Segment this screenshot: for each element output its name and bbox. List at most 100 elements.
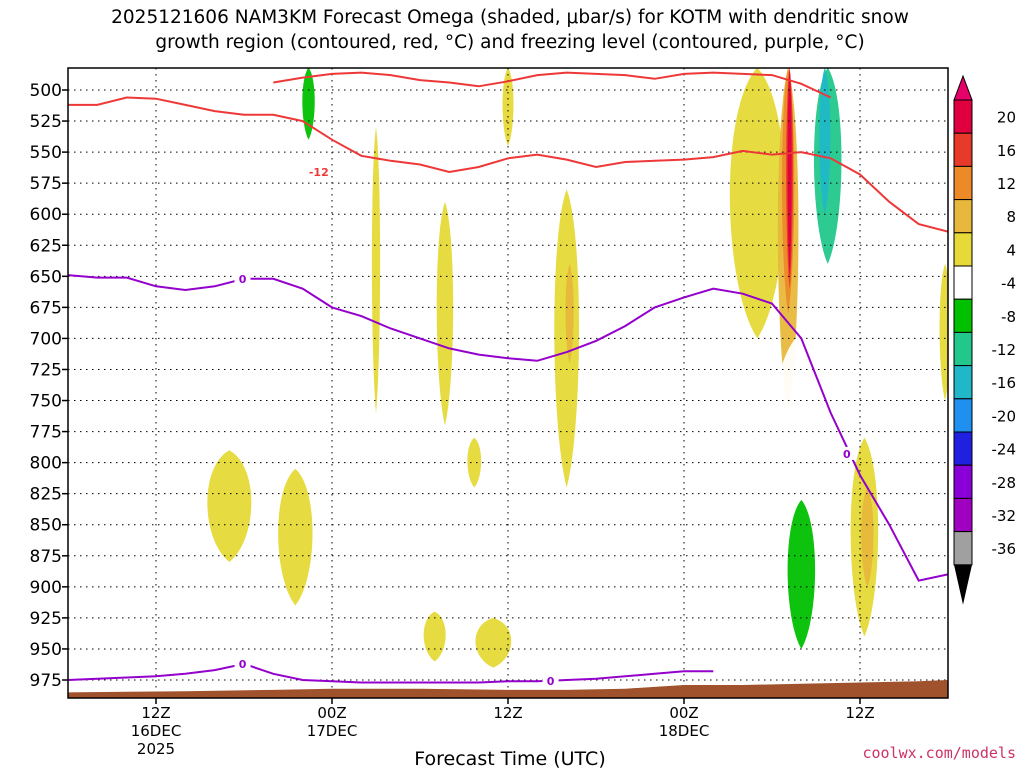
omega-blob-2 bbox=[371, 127, 381, 413]
y-tick-label-850: 850 bbox=[30, 516, 62, 536]
plot-area: -12 0 0 0 0 bbox=[68, 68, 948, 698]
colorbar-swatch-10 bbox=[953, 431, 973, 466]
chart-title: 2025121606 NAM3KM Forecast Omega (shaded… bbox=[111, 7, 909, 53]
x-axis-label: Forecast Time (UTC) bbox=[414, 748, 605, 768]
y-tick-label-525: 525 bbox=[30, 112, 62, 132]
colorbar-label-7: -12 bbox=[992, 341, 1017, 359]
colorbar-label-4: 4 bbox=[1006, 241, 1016, 259]
colorbar-swatch-2 bbox=[953, 165, 973, 201]
x-tick-label-12-2: 2025 bbox=[137, 740, 175, 758]
y-tick-label-500: 500 bbox=[30, 81, 62, 101]
y-tick-label-875: 875 bbox=[30, 547, 62, 567]
y-tick-label-650: 650 bbox=[30, 267, 62, 287]
colorbar: 20 16 12 8 4 -4 -8 -12 -16 -20 -24 -28 -32 -36 bbox=[953, 74, 1017, 605]
omega-blob-9 bbox=[278, 468, 313, 606]
freezing-level-lower bbox=[68, 662, 714, 684]
colorbar-swatch-11 bbox=[953, 464, 973, 499]
omega-blob-6 bbox=[565, 263, 574, 364]
y-tick-label-575: 575 bbox=[30, 174, 62, 194]
x-tick-label-36-0: 12Z bbox=[493, 704, 522, 722]
colorbar-swatch-6 bbox=[953, 298, 973, 333]
y-tick-label-775: 775 bbox=[30, 423, 62, 443]
surface-terrain bbox=[68, 680, 948, 698]
omega-blob-22 bbox=[876, 68, 894, 264]
contours: -12 0 0 0 0 bbox=[68, 71, 948, 688]
dgz-contour-lower bbox=[68, 96, 948, 233]
colorbar-label-12: -32 bbox=[992, 507, 1017, 525]
credit-text: coolwx.com/models bbox=[862, 744, 1016, 762]
colorbar-swatch-4 bbox=[953, 232, 973, 267]
omega-blob-8 bbox=[207, 450, 252, 562]
y-tick-label-800: 800 bbox=[30, 454, 62, 474]
colorbar-label-0: 20 bbox=[997, 109, 1016, 127]
omega-blob-28 bbox=[935, 350, 940, 395]
contour-label-0: -12 bbox=[309, 166, 329, 179]
x-tick-label-24-1: 17DEC bbox=[307, 722, 358, 740]
contour-label-3: 0 bbox=[547, 675, 555, 688]
colorbar-swatch-7 bbox=[953, 331, 973, 367]
omega-blob-3 bbox=[428, 288, 433, 339]
y-tick-label-700: 700 bbox=[30, 329, 62, 349]
colorbar-swatch-9 bbox=[953, 398, 973, 433]
contour-label-bg-4 bbox=[838, 446, 855, 460]
colorbar-swatch-13 bbox=[953, 531, 973, 566]
y-tick-label-925: 925 bbox=[30, 609, 62, 629]
colorbar-swatch-1 bbox=[953, 132, 973, 167]
colorbar-top-arrow bbox=[953, 74, 973, 101]
y-tick-label-950: 950 bbox=[30, 640, 62, 660]
y-tick-label-625: 625 bbox=[30, 236, 62, 256]
y-tick-label-550: 550 bbox=[30, 143, 62, 163]
colorbar-swatch-5 bbox=[953, 265, 973, 300]
colorbar-label-8: -16 bbox=[992, 374, 1017, 392]
freezing-level-upper bbox=[68, 274, 948, 582]
colorbar-label-11: -28 bbox=[992, 474, 1017, 492]
x-tick-label-60-0: 12Z bbox=[845, 704, 874, 722]
colorbar-label-10: -24 bbox=[992, 441, 1017, 459]
omega-blob-27 bbox=[939, 263, 948, 401]
colorbar-swatch-12 bbox=[953, 497, 973, 533]
colorbar-swatch-0 bbox=[953, 99, 973, 134]
colorbar-label-2: 12 bbox=[997, 175, 1016, 193]
contour-label-bg-0 bbox=[310, 164, 327, 178]
x-tick-label-48-0: 00Z bbox=[669, 704, 698, 722]
colorbar-label-13: -36 bbox=[992, 540, 1017, 558]
colorbar-swatch-8 bbox=[953, 365, 973, 400]
contour-label-bg-1 bbox=[234, 271, 251, 285]
contour-label-4: 0 bbox=[843, 448, 851, 461]
colorbar-label-9: -20 bbox=[992, 407, 1017, 425]
colorbar-label-3: 8 bbox=[1006, 208, 1016, 226]
contour-label-1: 0 bbox=[239, 273, 247, 286]
x-tick-label-12-0: 12Z bbox=[141, 704, 170, 722]
contour-label-2: 0 bbox=[239, 658, 247, 671]
omega-blob-24 bbox=[787, 499, 816, 649]
y-tick-label-750: 750 bbox=[30, 392, 62, 412]
omega-shading bbox=[207, 68, 948, 668]
omega-blob-14 bbox=[729, 68, 785, 339]
chart-title-line1: 2025121606 NAM3KM Forecast Omega (shaded… bbox=[111, 7, 909, 28]
omega-blob-26 bbox=[861, 487, 874, 587]
x-tick-label-12-1: 16DEC bbox=[131, 722, 182, 740]
y-tick-label-600: 600 bbox=[30, 205, 62, 225]
omega-blob-7 bbox=[502, 68, 514, 146]
y-tick-label-675: 675 bbox=[30, 298, 62, 318]
dgz-contour-upper bbox=[273, 71, 832, 99]
colorbar-label-6: -8 bbox=[1001, 308, 1016, 326]
y-tick-label-825: 825 bbox=[30, 485, 62, 505]
y-tick-label-725: 725 bbox=[30, 360, 62, 380]
contour-label-bg-3 bbox=[542, 674, 559, 688]
omega-blob-18 bbox=[787, 68, 792, 277]
surface-fill bbox=[68, 680, 948, 698]
y-axis: 500 525 550 575 600 625 650 675 700 725 750 775 800 8… bbox=[30, 81, 68, 691]
omega-blob-12 bbox=[467, 437, 482, 488]
x-tick-label-48-1: 18DEC bbox=[659, 722, 710, 740]
colorbar-bottom-arrow bbox=[954, 564, 972, 605]
y-tick-label-900: 900 bbox=[30, 578, 62, 598]
y-tick-label-975: 975 bbox=[30, 671, 62, 691]
omega-blob-11 bbox=[475, 617, 512, 668]
x-tick-label-24-0: 00Z bbox=[317, 704, 346, 722]
omega-blob-21 bbox=[819, 68, 831, 215]
contour-label-bg-2 bbox=[234, 656, 251, 670]
colorbar-label-1: 16 bbox=[997, 142, 1016, 160]
